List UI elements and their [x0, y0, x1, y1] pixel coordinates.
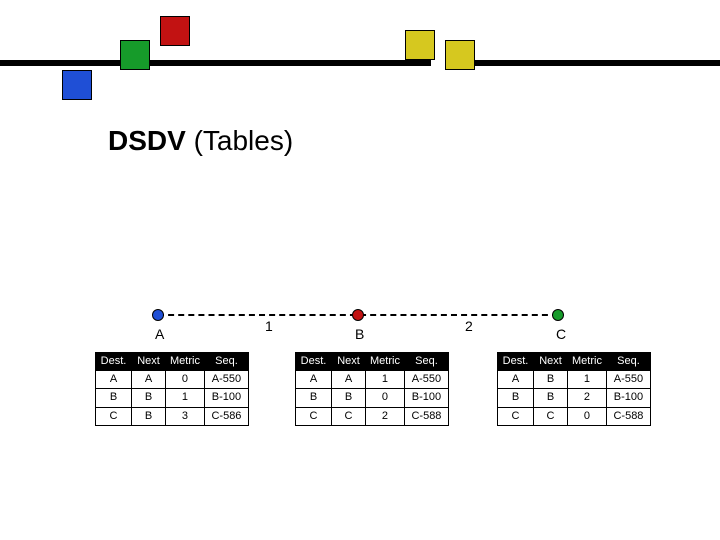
table-cell: 1 — [166, 389, 205, 407]
table-cell: A-550 — [404, 371, 448, 389]
table-row: AA0A-550 — [96, 371, 249, 389]
table-row: CB3C-586 — [96, 407, 249, 425]
table-row: AA1A-550 — [296, 371, 449, 389]
node-label-b: B — [355, 326, 364, 342]
title-bold: DSDV — [108, 125, 186, 156]
table-header-cell: Next — [332, 353, 366, 371]
decor-square — [445, 40, 475, 70]
table-row: BB2B-100 — [498, 389, 651, 407]
table-header-cell: Next — [534, 353, 568, 371]
table-cell: 2 — [366, 407, 405, 425]
table-cell: A — [96, 371, 132, 389]
table-header-row: Dest.NextMetricSeq. — [96, 353, 249, 371]
table-cell: 1 — [568, 371, 607, 389]
table-cell: B-100 — [204, 389, 248, 407]
table-row: BB1B-100 — [96, 389, 249, 407]
routing-table-c: Dest.NextMetricSeq.AB1A-550BB2B-100CC0C-… — [497, 352, 651, 426]
decor-square — [62, 70, 92, 100]
table-cell: B-100 — [404, 389, 448, 407]
table-row: AB1A-550 — [498, 371, 651, 389]
decor-line — [0, 60, 430, 66]
table-header-cell: Dest. — [296, 353, 332, 371]
routing-table-a: Dest.NextMetricSeq.AA0A-550BB1B-100CB3C-… — [95, 352, 249, 426]
table-row: BB0B-100 — [296, 389, 449, 407]
table-header-cell: Metric — [568, 353, 607, 371]
node-label-a: A — [155, 326, 164, 342]
decor-line — [425, 60, 431, 66]
edge-label-1: 1 — [265, 318, 273, 334]
table-cell: 0 — [568, 407, 607, 425]
table-cell: A — [296, 371, 332, 389]
node-dot-a — [152, 309, 164, 321]
table-cell: 2 — [568, 389, 607, 407]
node-dot-c — [552, 309, 564, 321]
slide-stage: DSDV (Tables) ABC 12 Dest.NextMetricSeq.… — [0, 0, 720, 540]
table-cell: C-588 — [606, 407, 650, 425]
table-header-cell: Seq. — [606, 353, 650, 371]
table-cell: B — [332, 389, 366, 407]
table-cell: A — [132, 371, 166, 389]
table-cell: B — [132, 389, 166, 407]
slide-title: DSDV (Tables) — [108, 125, 293, 157]
table-header-cell: Metric — [166, 353, 205, 371]
edge-label-2: 2 — [465, 318, 473, 334]
table-row: CC0C-588 — [498, 407, 651, 425]
decor-square — [405, 30, 435, 60]
table-cell: A-550 — [606, 371, 650, 389]
node-label-c: C — [556, 326, 566, 342]
table-cell: C — [332, 407, 366, 425]
table-cell: B-100 — [606, 389, 650, 407]
table-cell: C — [534, 407, 568, 425]
table-cell: C — [96, 407, 132, 425]
decor-square — [120, 40, 150, 70]
table-cell: C-588 — [404, 407, 448, 425]
table-header-cell: Dest. — [498, 353, 534, 371]
table-cell: A-550 — [204, 371, 248, 389]
table-cell: B — [534, 389, 568, 407]
table-header-cell: Next — [132, 353, 166, 371]
routing-table-b: Dest.NextMetricSeq.AA1A-550BB0B-100CC2C-… — [295, 352, 449, 426]
table-cell: B — [534, 371, 568, 389]
table-cell: A — [498, 371, 534, 389]
table-row: CC2C-588 — [296, 407, 449, 425]
table-cell: C — [296, 407, 332, 425]
table-header-cell: Seq. — [204, 353, 248, 371]
table-cell: B — [296, 389, 332, 407]
table-header-row: Dest.NextMetricSeq. — [498, 353, 651, 371]
table-header-row: Dest.NextMetricSeq. — [296, 353, 449, 371]
table-cell: C-586 — [204, 407, 248, 425]
table-header-cell: Seq. — [404, 353, 448, 371]
table-header-cell: Metric — [366, 353, 405, 371]
table-cell: B — [498, 389, 534, 407]
table-cell: C — [498, 407, 534, 425]
table-header-cell: Dest. — [96, 353, 132, 371]
table-cell: 0 — [166, 371, 205, 389]
title-normal: (Tables) — [194, 125, 294, 156]
node-dot-b — [352, 309, 364, 321]
decor-line — [450, 60, 720, 66]
table-cell: B — [132, 407, 166, 425]
table-cell: 3 — [166, 407, 205, 425]
table-cell: 1 — [366, 371, 405, 389]
table-cell: A — [332, 371, 366, 389]
table-cell: 0 — [366, 389, 405, 407]
table-cell: B — [96, 389, 132, 407]
decor-square — [160, 16, 190, 46]
